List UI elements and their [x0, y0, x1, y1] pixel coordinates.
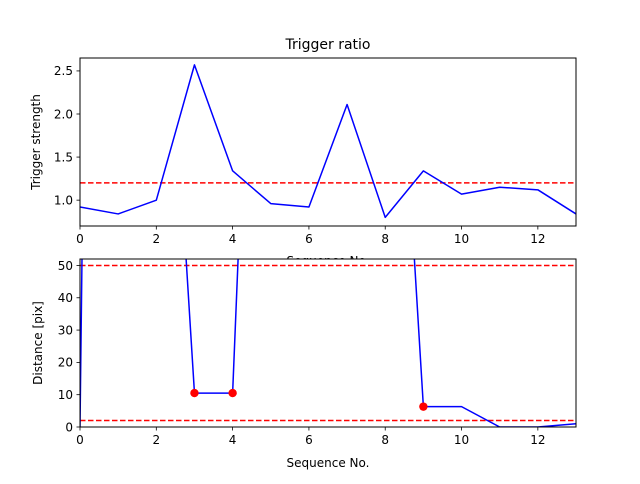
x-ticks: 0 2 4 6 8 10 12 — [76, 226, 545, 246]
x-tick-label: 6 — [305, 232, 313, 246]
x-tick-label: 10 — [454, 232, 469, 246]
x-tick-label: 2 — [152, 232, 160, 246]
data-point-marker — [228, 388, 237, 398]
series-layer — [80, 64, 576, 219]
distance-chart: 0 2 4 6 8 10 12 0 10 20 30 40 50 Distance [pix] Seq… — [31, 258, 577, 470]
x-tick-label: 0 — [76, 232, 84, 246]
y-tick-label: 1.0 — [54, 193, 73, 207]
y-tick-label: 2.0 — [54, 107, 73, 121]
x-tick-label: 2 — [152, 433, 160, 447]
data-point-marker — [190, 388, 199, 398]
x-tick-label: 12 — [530, 232, 545, 246]
x-tick-label: 8 — [381, 232, 389, 246]
series-line — [80, 64, 576, 219]
x-tick-label: 8 — [381, 433, 389, 447]
y-tick-label: 0 — [65, 420, 73, 434]
y-tick-label: 30 — [58, 323, 73, 337]
x-ticks: 0 2 4 6 8 10 12 — [76, 427, 545, 447]
x-tick-label: 4 — [229, 433, 237, 447]
x-tick-label: 12 — [530, 433, 545, 447]
x-tick-label: 6 — [305, 433, 313, 447]
y-ticks: 1.0 1.5 2.0 2.5 — [54, 64, 80, 207]
threshold-lines — [80, 264, 576, 422]
y-tick-label: 10 — [58, 388, 73, 402]
series-layer — [80, 259, 576, 427]
x-tick-label: 10 — [454, 433, 469, 447]
y-tick-label: 20 — [58, 356, 73, 370]
plot-frame — [79, 57, 577, 227]
y-tick-label: 2.5 — [54, 64, 73, 78]
plot-area — [80, 259, 576, 427]
y-ticks: 0 10 20 30 40 50 — [58, 259, 80, 434]
x-tick-label: 4 — [229, 232, 237, 246]
marker-layer — [190, 388, 428, 411]
series-line — [80, 259, 576, 427]
chart-title: Trigger ratio — [284, 37, 370, 53]
plot-area — [80, 58, 576, 226]
y-tick-label: 40 — [58, 291, 73, 305]
y-axis-label: Trigger strength — [29, 94, 43, 191]
x-tick-label: 0 — [76, 433, 84, 447]
y-axis-label: Distance [pix] — [31, 301, 45, 385]
y-tick-label: 1.5 — [54, 150, 73, 164]
trigger-ratio-chart: 0 2 4 6 8 10 12 1.0 1.5 2.0 2.5 Trigger ratio Tri… — [29, 37, 577, 268]
plot-frame — [79, 258, 577, 428]
data-point-marker — [419, 402, 428, 411]
y-tick-label: 50 — [58, 259, 73, 273]
x-axis-label: Sequence No. — [287, 456, 370, 470]
